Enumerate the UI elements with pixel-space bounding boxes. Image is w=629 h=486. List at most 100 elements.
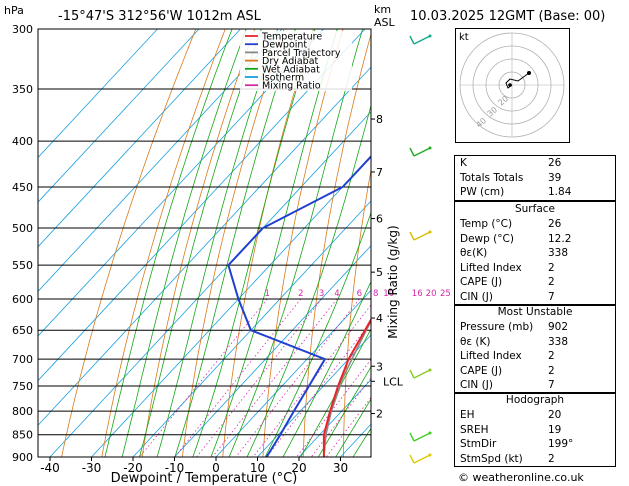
- pressure-tick-label: 400: [12, 135, 33, 148]
- surface-title: Surface: [514, 203, 555, 215]
- background-lines: [38, 29, 371, 457]
- height-unit-asl: ASL: [374, 16, 396, 29]
- dewpoint-trace: [227, 155, 371, 457]
- hodograph: kt 40 30 20: [455, 28, 570, 143]
- most-unstable-box: Most Unstable Pressure (mb) 902 θε (K) 338…: [454, 304, 616, 394]
- pressure-tick-label: 800: [12, 405, 33, 418]
- dry-adiabat-line: [182, 29, 285, 457]
- x-axis-label: Dewpoint / Temperature (°C): [111, 471, 298, 486]
- mixing-ratio-label: 1: [264, 289, 269, 299]
- pressure-tick-label: 850: [12, 429, 33, 442]
- mixing-ratio-axis-label: Mixing Ratio (g/kg): [386, 225, 400, 338]
- height-tick-label: 6: [376, 213, 383, 226]
- mu-value: 7: [548, 379, 555, 392]
- wind-barb-dot: [428, 230, 432, 234]
- temperature-tick-label: 30: [333, 461, 348, 475]
- mu-value: 2: [548, 350, 555, 363]
- wind-barb-icon: [409, 146, 432, 157]
- hodo-label: StmDir: [460, 438, 497, 451]
- isotherm-line: [38, 29, 366, 382]
- legend-label: Dewpoint: [262, 40, 307, 51]
- wet-adiabat-line: [156, 29, 279, 457]
- indices-box: K 26 Totals Totals 39 PW (cm) 1.84: [454, 155, 616, 201]
- pressure-tick-label: 700: [12, 353, 33, 366]
- index-row: Totals Totals 39: [455, 171, 615, 186]
- pressure-tick-label: 500: [12, 222, 33, 235]
- surface-value: 2: [548, 276, 555, 289]
- hodo-value: 2: [548, 452, 555, 465]
- mixing-ratio-label: 16: [412, 289, 423, 299]
- surface-row: Lifted Index 2: [455, 261, 615, 276]
- index-label: PW (cm): [460, 186, 505, 199]
- wind-barb-shaft: [413, 35, 431, 45]
- temperature-tick-label: 20: [291, 461, 306, 475]
- wet-adiabat-line: [282, 280, 371, 457]
- mu-label: CIN (J): [460, 379, 493, 392]
- surface-value: 338: [548, 247, 569, 260]
- index-label: K: [460, 157, 467, 169]
- temperature-tick-label: 0: [212, 461, 220, 475]
- mu-label: CAPE (J): [460, 364, 503, 377]
- surface-value: 26: [548, 218, 562, 230]
- legend-label: Dry Adiabat: [262, 56, 319, 67]
- surface-value: 12.2: [548, 232, 572, 245]
- isotherm-line: [38, 29, 158, 159]
- mixing-ratio-line: [212, 298, 338, 457]
- hodo-label: StmSpd (kt): [460, 452, 523, 465]
- credit-text: © weatheronline.co.uk: [458, 471, 584, 484]
- height-unit-km: km: [374, 3, 391, 16]
- wind-barb-icon: [409, 453, 432, 464]
- pressure-unit-label: hPa: [4, 4, 24, 17]
- mu-row: Pressure (mb) 902: [455, 320, 615, 335]
- surface-label: θε(K): [460, 247, 488, 260]
- pressure-tick-label: 450: [12, 181, 33, 194]
- surface-row: Dewp (°C) 12.2: [455, 232, 615, 247]
- hodograph-frame: [455, 28, 570, 143]
- pressure-tick-label: 600: [12, 293, 33, 306]
- mixing-ratio-label: 20: [426, 289, 437, 299]
- temperature-tick-label: -30: [82, 461, 102, 475]
- wind-barb-dot: [428, 453, 432, 457]
- mixing-ratio-label: 6: [357, 289, 362, 299]
- storm-motion-dot: [508, 83, 512, 87]
- hodograph-unit: kt: [459, 32, 469, 43]
- mixing-ratio-label: 3: [319, 289, 324, 299]
- wind-barb-feather: [409, 147, 415, 157]
- isotherm-line: [38, 66, 371, 426]
- height-axis: 8 7 6 5 4 3 2 LCL: [371, 113, 404, 421]
- legend-label: Mixing Ratio: [262, 81, 321, 92]
- temperature-axis: -40 -30 -20 -10 0 10 20 30: [40, 457, 348, 475]
- dry-adiabat-line: [141, 29, 256, 457]
- mu-value: 338: [548, 335, 569, 348]
- hodo-row: EH 20: [455, 408, 615, 423]
- legend-label: Parcel Trajectory: [262, 48, 341, 59]
- pressure-tick-label: 750: [12, 380, 33, 393]
- wind-barb-dot: [428, 431, 432, 435]
- wind-barb-shaft: [413, 454, 431, 464]
- pressure-tick-label: 300: [12, 23, 33, 36]
- temperature-tick-label: -10: [165, 461, 185, 475]
- height-tick-label: 2: [376, 408, 383, 421]
- mixing-ratio-line: [196, 298, 322, 457]
- wet-adiabat-line: [246, 104, 371, 457]
- wind-barb-icon: [409, 34, 432, 45]
- surface-label: Dewp (°C): [460, 232, 514, 245]
- mixing-ratio-label: 2: [298, 289, 303, 299]
- surface-row: θε(K) 338: [455, 246, 615, 261]
- legend-background: [240, 31, 352, 91]
- mu-value: 902: [548, 321, 569, 333]
- pressure-tick-label: 650: [12, 324, 33, 337]
- wind-barbs: [409, 34, 432, 464]
- isotherm-line: [38, 29, 241, 248]
- temperature-tick-label: -20: [123, 461, 143, 475]
- index-row: PW (cm) 1.84: [455, 185, 615, 200]
- hodo-row: StmDir 199°: [455, 437, 615, 452]
- wind-barb-feather: [409, 432, 415, 442]
- datetime-title: 10.03.2025 12GMT (Base: 00): [410, 9, 605, 24]
- mixing-ratio-label: 10: [383, 289, 394, 299]
- mixing-ratio-label: 4: [334, 289, 339, 299]
- hodo-row: StmSpd (kt) 2: [455, 452, 615, 467]
- surface-row: CIN (J) 7: [455, 290, 615, 305]
- location-title: -15°47'S 312°56'W 1012m ASL: [58, 9, 262, 24]
